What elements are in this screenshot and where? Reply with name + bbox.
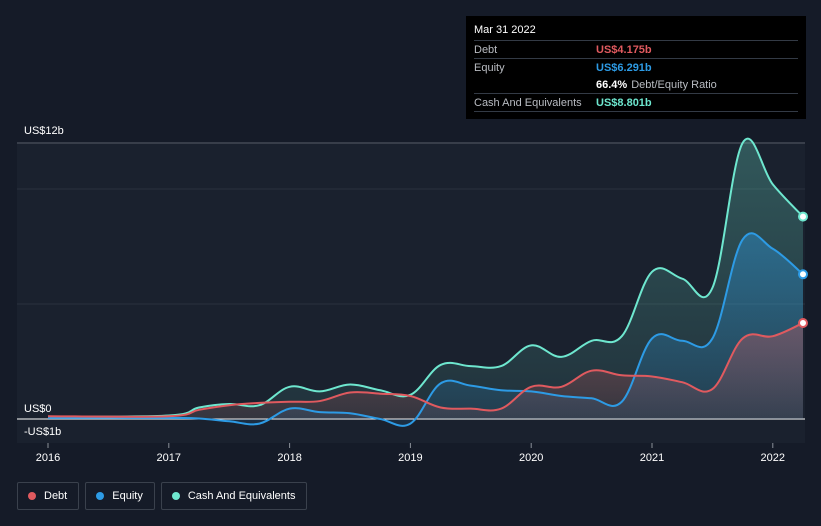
- y-tick-label-bottom: -US$1b: [24, 426, 61, 438]
- line-debt: [47, 322, 804, 418]
- series-end-markers: [798, 211, 808, 328]
- end-marker-cash[interactable]: [798, 211, 808, 222]
- chart-legend: Debt Equity Cash And Equivalents: [17, 482, 308, 510]
- x-tick-label: 2018: [277, 452, 301, 464]
- legend-label-debt: Debt: [44, 490, 68, 502]
- tooltip-ratio-value: 66.4%: [596, 78, 628, 91]
- tooltip-equity-value: US$6.291b: [596, 61, 652, 74]
- tooltip-cash-value: US$8.801b: [596, 96, 652, 109]
- tooltip-equity-label: Equity: [474, 61, 505, 74]
- legend-dot-debt: [28, 492, 36, 500]
- data-tooltip: Mar 31 2022 Debt US$4.175b Equity US$6.2…: [466, 16, 806, 119]
- area-cash: [48, 138, 803, 420]
- x-tick-label: 2017: [157, 452, 181, 464]
- legend-label-cash: Cash And Equivalents: [187, 490, 296, 502]
- legend-item-cash[interactable]: Cash And Equivalents: [160, 482, 308, 510]
- x-tick-label: 2019: [398, 452, 422, 464]
- y-tick-label-zero: US$0: [24, 403, 52, 415]
- x-axis-ticks: 2016 2017 2018 2019 2020 2021 2022: [36, 443, 785, 464]
- tooltip-row-equity: Equity US$6.291b: [474, 58, 798, 76]
- legend-item-debt[interactable]: Debt: [17, 482, 80, 510]
- tooltip-debt-value: US$4.175b: [596, 43, 652, 56]
- x-tick-label: 2021: [640, 452, 664, 464]
- line-equity: [47, 232, 804, 427]
- tooltip-row-cash: Cash And Equivalents US$8.801b: [474, 93, 798, 112]
- tooltip-date: Mar 31 2022: [474, 24, 536, 36]
- tooltip-cash-label: Cash And Equivalents: [474, 96, 582, 109]
- x-tick-label: 2020: [519, 452, 543, 464]
- area-debt: [48, 322, 803, 419]
- line-cash: [47, 137, 804, 418]
- tooltip-row-debt: Debt US$4.175b: [474, 40, 798, 58]
- legend-dot-equity: [96, 492, 105, 500]
- series-lines: [47, 137, 804, 427]
- x-tick-label: 2016: [36, 452, 60, 464]
- tooltip-row-ratio: 66.4% Debt/Equity Ratio: [474, 76, 798, 93]
- x-tick-label: 2022: [761, 452, 785, 464]
- end-marker-equity[interactable]: [798, 269, 808, 280]
- series-areas: [48, 138, 803, 426]
- y-tick-label-top: US$12b: [24, 125, 64, 137]
- legend-label-equity: Equity: [112, 490, 143, 502]
- tooltip-debt-label: Debt: [474, 43, 498, 56]
- tooltip-ratio-label: Debt/Equity Ratio: [631, 78, 717, 91]
- legend-dot-cash: [171, 492, 180, 500]
- legend-item-equity[interactable]: Equity: [85, 482, 155, 510]
- end-marker-debt[interactable]: [798, 317, 808, 328]
